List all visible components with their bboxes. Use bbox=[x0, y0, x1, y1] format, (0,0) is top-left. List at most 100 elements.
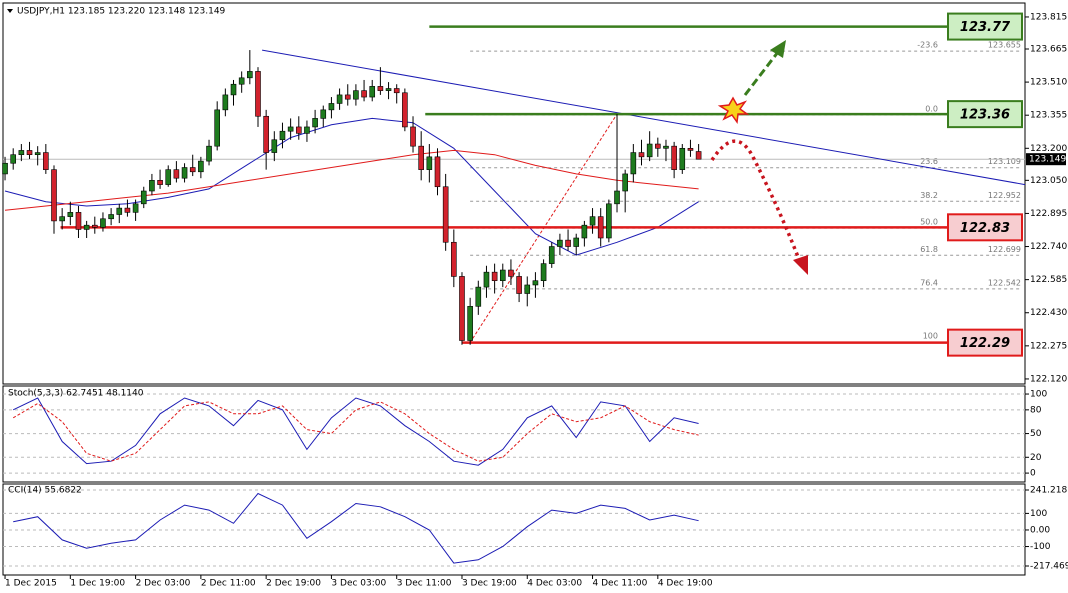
candle-body bbox=[622, 173, 628, 192]
candle-body bbox=[238, 77, 245, 85]
fib-ratio: 100 bbox=[923, 331, 938, 340]
x-tick-label: 3 Dec 03:00 bbox=[331, 579, 386, 589]
candle-body bbox=[499, 269, 506, 282]
panel-title: USDJPY,H1 123.185 123.220 123.148 123.14… bbox=[17, 7, 226, 17]
level-label: 122.29 bbox=[960, 336, 1010, 351]
candle-body bbox=[108, 214, 114, 220]
candle-body bbox=[532, 280, 539, 286]
candle-body bbox=[638, 152, 645, 158]
x-tick-label: 4 Dec 11:00 bbox=[593, 579, 648, 589]
panel-title: CCI(14) 55.6822 bbox=[8, 486, 82, 496]
candle-body bbox=[426, 156, 433, 170]
panel-title: Stoch(5,3,3) 62.7451 48.1140 bbox=[8, 389, 144, 399]
indicator-line bbox=[12, 401, 699, 462]
candle-body bbox=[43, 152, 49, 170]
candle-body bbox=[51, 169, 57, 222]
candle-body bbox=[353, 90, 359, 100]
candle-body bbox=[581, 224, 588, 239]
candle-body bbox=[508, 269, 514, 277]
candle-body bbox=[328, 103, 335, 111]
candle-body bbox=[483, 271, 490, 288]
level-label: 123.36 bbox=[960, 108, 1010, 123]
fib-price: 123.655 bbox=[988, 41, 1021, 50]
y-tick-label: -217.469 bbox=[1030, 562, 1068, 572]
y-tick-label: 123.815 bbox=[1030, 12, 1067, 22]
x-tick-label: 2 Dec 11:00 bbox=[201, 579, 256, 589]
candle-body bbox=[263, 115, 269, 153]
candle-body bbox=[548, 246, 555, 264]
menu-icon bbox=[7, 9, 13, 13]
fib-ratio: 23.6 bbox=[920, 157, 938, 166]
candle-body bbox=[18, 150, 25, 156]
candle-body bbox=[589, 216, 596, 226]
candle-body bbox=[442, 186, 449, 243]
candle-body bbox=[393, 88, 400, 94]
candle-body bbox=[149, 180, 155, 192]
candle-body bbox=[687, 147, 694, 151]
candle-body bbox=[295, 126, 302, 134]
candle-body bbox=[173, 169, 180, 179]
candle-body bbox=[663, 145, 669, 149]
fib-price: 122.699 bbox=[988, 245, 1021, 254]
annotations bbox=[7, 9, 808, 275]
candle-body bbox=[434, 156, 441, 188]
candle-body bbox=[157, 180, 163, 185]
candle-body bbox=[565, 239, 571, 247]
fib-price: 123.109 bbox=[988, 157, 1021, 166]
candle-body bbox=[91, 224, 98, 228]
down-arrow bbox=[710, 139, 802, 263]
candle-body bbox=[83, 224, 90, 230]
x-tick-label: 2 Dec 03:00 bbox=[136, 579, 191, 589]
candle-body bbox=[695, 151, 702, 160]
fib-ratio: 76.4 bbox=[920, 278, 938, 287]
candle-body bbox=[59, 216, 65, 222]
y-tick-label: 122.275 bbox=[1030, 341, 1067, 351]
moving-average bbox=[4, 117, 699, 256]
y-tick-label: 122.895 bbox=[1030, 209, 1067, 219]
candle-body bbox=[606, 203, 612, 239]
candle-body bbox=[402, 92, 408, 128]
candle-body bbox=[630, 152, 637, 175]
y-tick-label: 100 bbox=[1030, 390, 1047, 400]
indicator-line bbox=[13, 492, 699, 564]
y-tick-label: 241.2187 bbox=[1030, 485, 1068, 495]
candle-body bbox=[655, 143, 661, 149]
candle-body bbox=[279, 130, 286, 141]
y-tick-label: 123.665 bbox=[1030, 44, 1067, 54]
candle-body bbox=[2, 162, 8, 175]
candle-body bbox=[222, 94, 229, 111]
fib-ratio: 0.0 bbox=[925, 104, 938, 113]
up-arrow-head bbox=[770, 40, 786, 58]
candle-body bbox=[540, 263, 547, 282]
y-tick-label: 123.510 bbox=[1030, 78, 1067, 88]
candle-body bbox=[230, 83, 237, 96]
y-tick-label: 50 bbox=[1030, 429, 1042, 439]
candle-body bbox=[271, 139, 278, 153]
candle-body bbox=[467, 306, 473, 341]
x-tick-label: 4 Dec 19:00 bbox=[658, 579, 713, 589]
fib-ratio: 38.2 bbox=[920, 191, 938, 200]
candle-body bbox=[597, 216, 604, 239]
x-tick-label: 1 Dec 19:00 bbox=[70, 579, 125, 589]
candle-body bbox=[116, 207, 123, 215]
candle-body bbox=[247, 71, 253, 79]
x-tick-label: 1 Dec 2015 bbox=[5, 579, 57, 589]
candle-body bbox=[418, 145, 424, 170]
candle-body bbox=[124, 207, 131, 213]
candle-body bbox=[524, 284, 531, 294]
y-tick-label: -100 bbox=[1030, 542, 1051, 552]
main-panel bbox=[2, 2, 1026, 385]
y-tick-label: 122.740 bbox=[1030, 242, 1067, 252]
candle-body bbox=[614, 190, 620, 205]
candle-body bbox=[361, 90, 367, 98]
candle-body bbox=[573, 237, 580, 247]
y-tick-label: 122.430 bbox=[1030, 308, 1067, 318]
y-tick-label: 122.120 bbox=[1030, 374, 1067, 384]
candle-body bbox=[132, 203, 139, 213]
candle-body bbox=[344, 94, 351, 100]
candle-body bbox=[320, 109, 327, 119]
fib-ratio: -23.6 bbox=[917, 41, 938, 50]
candle-body bbox=[679, 147, 686, 170]
y-tick-label: 122.585 bbox=[1030, 275, 1067, 285]
